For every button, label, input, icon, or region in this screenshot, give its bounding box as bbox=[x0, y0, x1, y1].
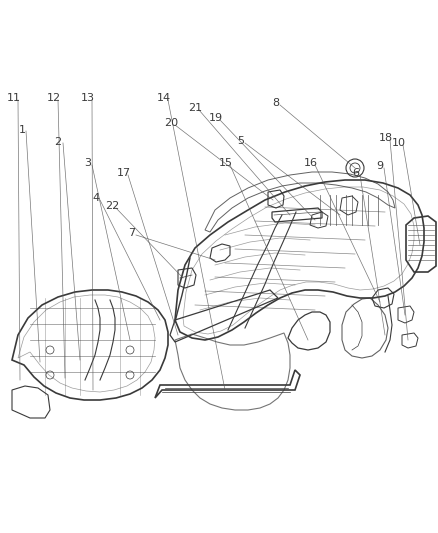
Text: 13: 13 bbox=[81, 93, 95, 103]
Text: 5: 5 bbox=[237, 136, 244, 146]
Text: 9: 9 bbox=[376, 161, 384, 171]
Text: 14: 14 bbox=[157, 93, 171, 103]
Text: 12: 12 bbox=[47, 93, 61, 103]
Text: 17: 17 bbox=[117, 168, 131, 178]
Text: 10: 10 bbox=[392, 138, 406, 148]
Text: 7: 7 bbox=[128, 228, 136, 238]
Text: 22: 22 bbox=[105, 201, 119, 211]
Text: 2: 2 bbox=[54, 137, 62, 147]
Text: 15: 15 bbox=[219, 158, 233, 168]
Text: 11: 11 bbox=[7, 93, 21, 103]
Text: 6: 6 bbox=[353, 168, 360, 178]
Text: 4: 4 bbox=[92, 193, 99, 203]
Text: 16: 16 bbox=[304, 158, 318, 168]
Text: 8: 8 bbox=[272, 98, 279, 108]
Text: 18: 18 bbox=[379, 133, 393, 143]
Text: 1: 1 bbox=[18, 125, 25, 135]
Text: 3: 3 bbox=[85, 158, 92, 168]
Text: 20: 20 bbox=[164, 118, 178, 128]
Text: 21: 21 bbox=[188, 103, 202, 113]
Text: 19: 19 bbox=[209, 113, 223, 123]
